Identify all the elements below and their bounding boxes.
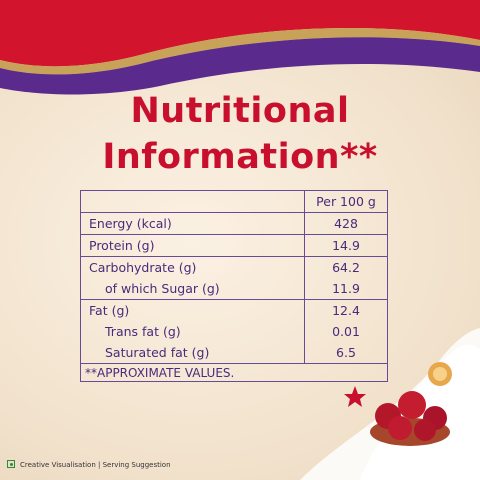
table-row: Fat (g) 12.4 (81, 299, 388, 321)
nutrient-label: Carbohydrate (g) (89, 260, 197, 275)
title: Nutritional Information** (102, 91, 378, 177)
header-row: Per 100 g (81, 190, 388, 213)
nutrient-label: Energy (kcal) (89, 216, 172, 231)
table-row: Protein (g) 14.9 (81, 234, 388, 257)
row-group: Energy (kcal) 428 (80, 212, 388, 235)
nutrient-label: Fat (g) (89, 303, 130, 318)
nutrient-label: Protein (g) (89, 238, 155, 253)
nutrient-value: 11.9 (304, 278, 388, 300)
row-group: Fat (g) 12.4 Trans fat (g) 0.01 Saturated fa… (80, 299, 388, 364)
table-row: Energy (kcal) 428 (81, 212, 388, 235)
nutrient-label: Saturated fat (g) (105, 345, 210, 360)
veg-mark (7, 460, 15, 468)
table-row: Trans fat (g) 0.01 (81, 321, 388, 342)
header-cell: Per 100 g (304, 190, 388, 213)
nutrient-value: 64.2 (304, 256, 388, 278)
caption: Creative Visualisation | Serving Suggest… (20, 461, 171, 469)
row-group: Carbohydrate (g) 64.2 of which Sugar (g) 11… (80, 256, 388, 300)
nutrient-value: 6.5 (304, 342, 388, 364)
nutrient-value: 0.01 (304, 321, 388, 342)
table-row: Carbohydrate (g) 64.2 (81, 256, 388, 278)
table-footer: **APPROXIMATE VALUES. (80, 363, 388, 382)
row-group: Protein (g) 14.9 (80, 234, 388, 257)
table-header: Per 100 g (80, 190, 388, 213)
table-row: of which Sugar (g) 11.9 (81, 278, 388, 300)
nutrient-value: 14.9 (304, 234, 388, 257)
nutrient-value: 428 (304, 212, 388, 235)
footnote-row: **APPROXIMATE VALUES. (80, 363, 388, 382)
nutrient-label: of which Sugar (g) (105, 281, 220, 296)
table-row: Saturated fat (g) 6.5 (81, 342, 388, 364)
nutrition-table: Per 100 g Energy (kcal) 428 Protein (g) 14.9… (80, 190, 388, 382)
header-blank (81, 191, 305, 213)
nutrient-label: Trans fat (g) (105, 324, 181, 339)
nutrient-value: 12.4 (304, 299, 388, 321)
footnote: **APPROXIMATE VALUES. (80, 363, 388, 382)
